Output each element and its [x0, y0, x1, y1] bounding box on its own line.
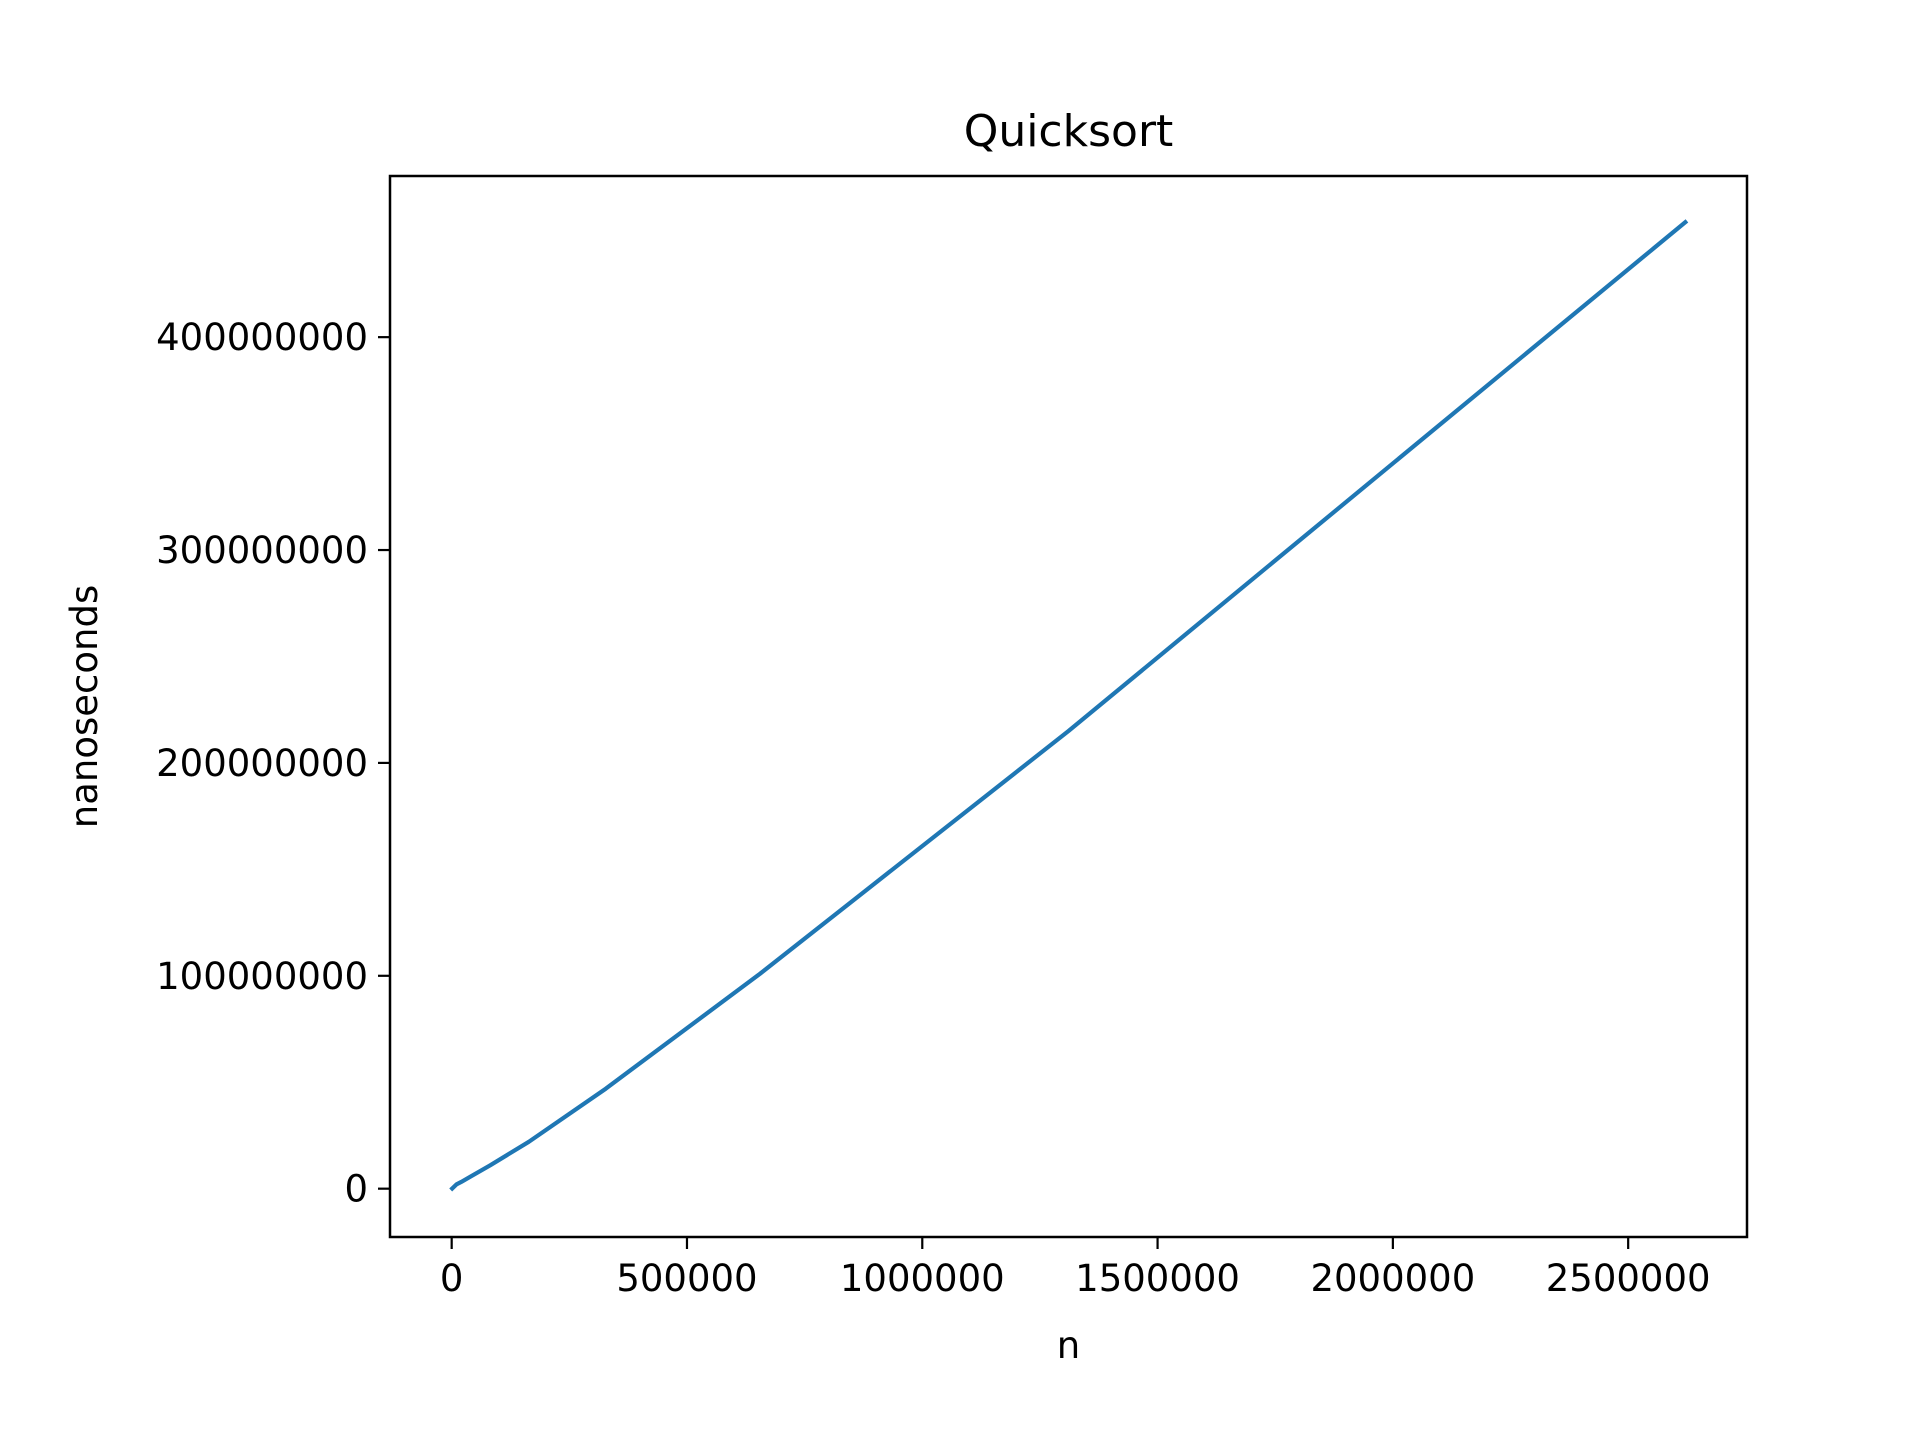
y-tick-label: 400000000 — [156, 316, 368, 359]
x-axis-label: n — [1057, 1324, 1080, 1367]
y-tick-label: 200000000 — [156, 742, 368, 785]
chart-title: Quicksort — [964, 106, 1174, 157]
plot-area-frame — [388, 174, 1749, 1239]
y-tick-label: 100000000 — [156, 955, 368, 998]
x-tick-label: 0 — [440, 1257, 464, 1300]
x-tick-label: 500000 — [616, 1257, 757, 1300]
axis-ticks: 0 500000 1000000 1500000 2000000 2500000 0 1000… — [156, 316, 1710, 1300]
x-tick-label: 1000000 — [840, 1257, 1005, 1300]
y-tick-label: 300000000 — [156, 529, 368, 572]
y-axis-label: nanoseconds — [63, 585, 106, 828]
x-tick-label: 2500000 — [1546, 1257, 1711, 1300]
series-layer — [449, 219, 1689, 1192]
series-line-0 — [449, 219, 1689, 1192]
x-tick-label: 1500000 — [1075, 1257, 1240, 1300]
x-tick-label: 2000000 — [1310, 1257, 1475, 1300]
y-tick-label: 0 — [344, 1168, 368, 1211]
